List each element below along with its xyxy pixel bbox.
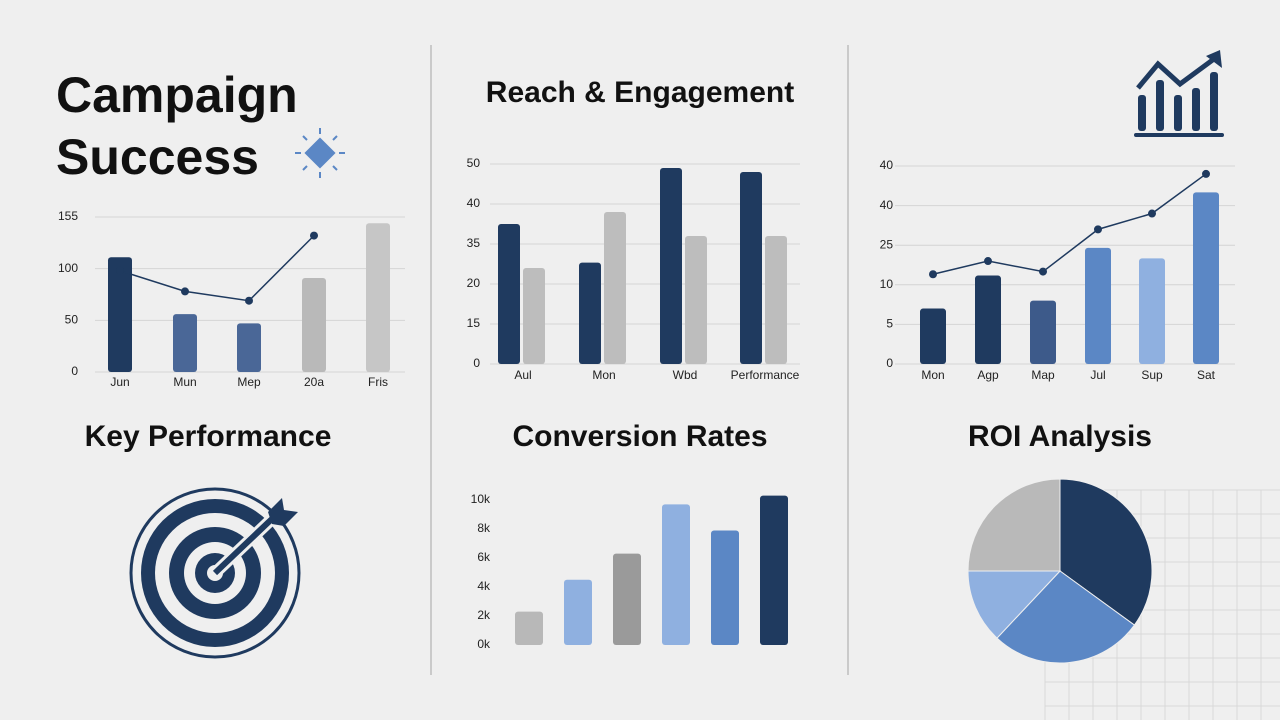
bar: [1139, 258, 1165, 364]
y-tick-label: 25: [880, 237, 894, 251]
y-tick-label: 40: [880, 158, 894, 172]
y-tick-label: 5: [886, 317, 893, 331]
x-tick-label: Wbd: [673, 368, 698, 382]
bar: [579, 262, 601, 364]
sparkle-icon: [295, 128, 345, 178]
line: [932, 173, 1207, 275]
x-tick-label: Mun: [173, 375, 196, 389]
x-tick-label: Sat: [1197, 368, 1216, 382]
bar: [1030, 300, 1056, 364]
bar: [366, 223, 390, 372]
y-tick-label: 155: [58, 209, 78, 223]
y-tick-label: 2k: [477, 608, 491, 622]
y-tick-label: 50: [65, 313, 79, 327]
y-tick-label: 0: [71, 364, 78, 378]
line-point: [245, 296, 253, 305]
y-tick-label: 35: [467, 236, 481, 250]
bar: [237, 323, 261, 372]
bar: [515, 611, 543, 645]
pie-slice: [967, 478, 1061, 572]
x-tick-label: Performance: [731, 368, 800, 382]
target-icon: [129, 487, 301, 659]
x-tick-label: Jun: [110, 375, 129, 389]
bar: [1085, 247, 1111, 364]
bar: [920, 308, 946, 364]
bar: [660, 168, 682, 364]
bar: [1193, 192, 1219, 364]
x-tick-label: Jul: [1090, 368, 1105, 382]
y-tick-label: 20: [467, 276, 481, 290]
line-point: [984, 257, 992, 266]
bar: [302, 277, 326, 372]
y-tick-label: 40: [467, 196, 481, 210]
bar: [498, 224, 520, 364]
x-tick-label: Agp: [977, 368, 999, 382]
line-point: [1039, 267, 1047, 276]
y-tick-label: 100: [58, 261, 78, 275]
bar: [564, 579, 592, 645]
bar: [613, 553, 641, 645]
line-point: [929, 270, 937, 279]
y-tick-label: 0: [473, 356, 480, 370]
chart-title: Conversion Rates: [512, 420, 768, 453]
y-tick-label: 6k: [477, 550, 491, 564]
bar: [173, 314, 197, 372]
y-tick-label: 50: [467, 156, 481, 170]
x-tick-label: Mep: [237, 375, 261, 389]
line-point: [116, 266, 124, 275]
bar: [711, 530, 739, 645]
bar: [604, 212, 626, 364]
line-point: [1148, 209, 1156, 218]
line-point: [310, 231, 318, 240]
x-tick-label: Sup: [1141, 368, 1163, 382]
y-tick-label: 10: [880, 277, 894, 291]
chart-title: Reach & Engagement: [485, 76, 795, 109]
bar: [740, 172, 762, 364]
y-tick-label: 0k: [477, 637, 491, 651]
bar: [975, 275, 1001, 364]
y-tick-label: 4k: [477, 579, 491, 593]
line-point: [1094, 225, 1102, 234]
bar: [108, 257, 132, 372]
x-tick-label: Map: [1031, 368, 1055, 382]
pie-slice: [967, 570, 1062, 639]
chart-title: ROI Analysis: [968, 420, 1152, 453]
line-point: [181, 287, 189, 296]
x-tick-label: Mon: [592, 368, 615, 382]
bar: [760, 495, 788, 645]
y-tick-label: 0: [886, 356, 893, 370]
y-tick-label: 15: [467, 316, 481, 330]
x-tick-label: Fris: [368, 375, 388, 389]
y-tick-label: 40: [880, 198, 894, 212]
line-point: [1202, 169, 1210, 178]
x-tick-label: Mon: [921, 368, 944, 382]
chart-title: Campaign Success: [56, 67, 298, 185]
bar: [523, 268, 545, 364]
line: [119, 235, 315, 302]
bar: [765, 236, 787, 364]
x-tick-label: Aul: [514, 368, 531, 382]
x-tick-label: 20a: [304, 375, 324, 389]
panel-title: Key Performance: [84, 420, 332, 453]
y-tick-label: 8k: [477, 521, 491, 535]
y-tick-label: 10k: [471, 492, 491, 506]
bar: [685, 236, 707, 364]
bar: [662, 504, 690, 645]
growth-icon: [1134, 50, 1224, 137]
pie-slice: [996, 570, 1136, 664]
pie-slice: [1059, 478, 1153, 626]
